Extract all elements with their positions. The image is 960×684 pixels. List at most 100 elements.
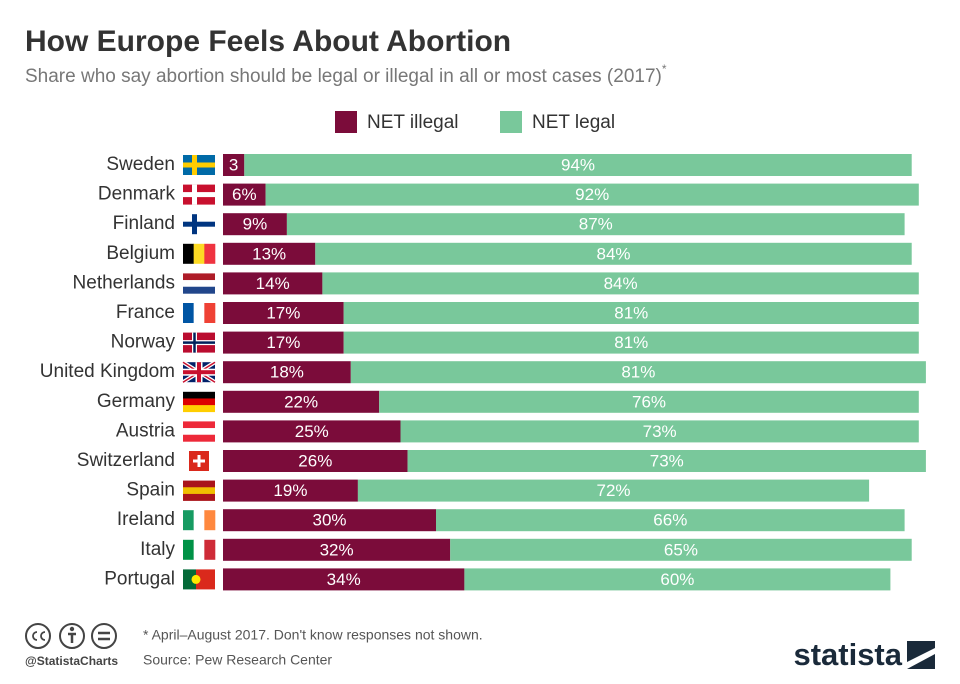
flag-part [193,539,205,560]
value-label: 84% [604,274,638,293]
value-label: 25% [295,422,329,441]
value-label: 18% [270,363,304,382]
bar-segment [223,154,245,176]
flag-part [183,428,215,436]
value-label: 81% [614,333,648,352]
legend-label: NET illegal [367,112,459,133]
bar-segment [436,509,905,532]
flag-part [183,421,215,429]
bar-segment [400,420,919,443]
flag [183,539,216,560]
bar-segment [223,361,351,384]
flag [183,155,215,175]
value-label: 22% [284,392,318,411]
value-label: 87% [579,215,613,234]
value-label: 66% [653,511,687,530]
value-label: 73% [643,422,677,441]
flag-part [193,459,205,463]
flag-part [193,303,205,323]
bar-segment [350,361,926,384]
flag-part [204,243,216,264]
flag-part [204,303,216,323]
value-label: 92% [575,185,609,204]
value-label: 84% [596,244,630,263]
category-label: United Kingdom [40,361,175,382]
chart-title: How Europe Feels About Abortion [25,25,511,58]
value-label: 19% [273,481,307,500]
flag [183,273,215,294]
category-label: Denmark [98,184,176,205]
bar-segment [223,450,408,472]
value-label: 9% [243,215,268,234]
flag [183,391,215,413]
bar-segment [223,272,323,295]
brand-logo: statista [793,637,902,672]
subtitle-text: Share who say abortion should be legal o… [25,66,662,87]
flag [183,332,215,353]
flag-part [183,303,194,323]
flag-part [196,569,215,590]
flag-part [183,487,215,495]
flag [183,184,215,205]
bar-segment [265,183,919,206]
category-label: Portugal [104,568,175,589]
bar-segment [450,538,912,561]
category-label: Switzerland [77,450,175,471]
value-label: 14% [256,274,290,293]
legend-swatch [500,111,522,133]
value-label: 32% [320,540,354,559]
value-label: 34% [327,570,361,589]
category-label: Italy [140,539,175,560]
flag-part [193,243,205,264]
category-label: Belgium [106,243,175,264]
bar-segment [343,302,919,324]
flag-part [183,192,215,198]
bar-segment [223,242,316,265]
bar-segment [223,213,287,236]
subtitle-marker: * [662,62,667,76]
bar-segment [286,213,905,236]
value-label: 17% [266,333,300,352]
flag-part [183,273,215,281]
flag [189,451,209,471]
value-label: 76% [632,392,666,411]
value-label: 81% [614,303,648,322]
flag-part [183,434,215,442]
value-label: 60% [660,570,694,589]
value-label: 3 [229,155,238,174]
flag-part [204,539,216,560]
flag-part [183,280,215,288]
note: * April–August 2017. Don't know response… [143,627,483,643]
bar-segment [223,390,380,413]
credit: @StatistaCharts [25,654,118,668]
category-label: Austria [116,420,176,441]
flag-part [204,510,216,531]
category-label: Norway [111,332,176,353]
flag-part [183,341,215,344]
flag-part [183,391,215,399]
flag-part [183,480,215,488]
category-label: Finland [113,213,175,234]
flag [183,569,215,590]
category-label: Spain [126,480,175,501]
chart-subtitle: Share who say abortion should be legal o… [25,62,667,87]
flag [181,360,217,384]
bar-segment [322,272,919,295]
flag-part [183,162,215,168]
flag-part [191,574,201,584]
flag [183,303,216,323]
flag-part [183,510,194,531]
category-label: Netherlands [73,272,175,293]
source: Source: Pew Research Center [143,652,332,668]
cc-icons [25,623,117,649]
flag-part [183,286,215,294]
value-label: 72% [596,481,630,500]
category-label: Sweden [106,154,175,175]
bar-segment [223,420,401,443]
value-label: 73% [650,451,684,470]
flag [183,243,216,264]
flag-part [183,243,194,264]
bar-segment [407,450,926,472]
flag-part [183,370,215,375]
brand-icon [907,641,935,669]
